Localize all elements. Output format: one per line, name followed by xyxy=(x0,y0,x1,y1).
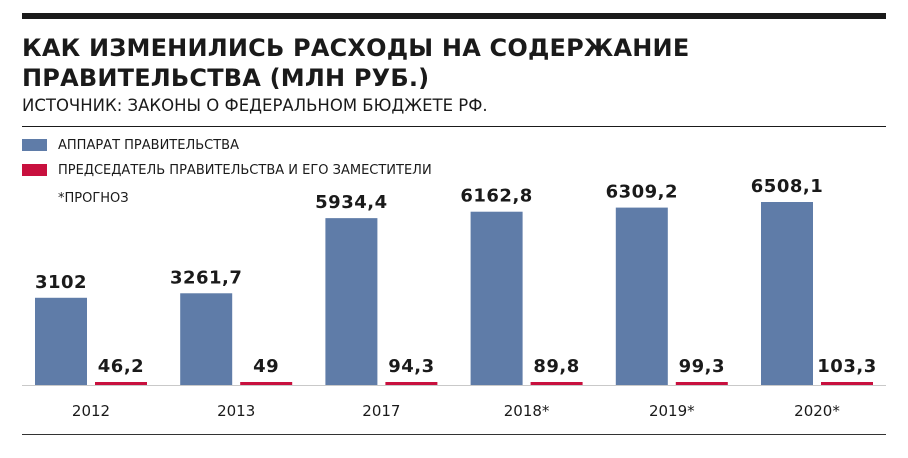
bar-chairman-2018 xyxy=(530,382,583,385)
bar-chairman-2012 xyxy=(95,382,147,385)
top-rule xyxy=(22,13,886,19)
bar-apparatus-2013 xyxy=(180,293,233,385)
value-label-chairman-2013: 49 xyxy=(253,356,279,377)
legend-label-chairman: ПРЕДСЕДАТЕЛЬ ПРАВИТЕЛЬСТВА И ЕГО ЗАМЕСТИ… xyxy=(58,162,432,178)
value-label-chairman-2012: 46,2 xyxy=(98,356,144,377)
legend-item-apparatus: АППАРАТ ПРАВИТЕЛЬСТВА xyxy=(22,137,239,153)
x-tick-label-2018: 2018* xyxy=(504,402,550,420)
value-label-apparatus-2013: 3261,7 xyxy=(170,267,242,288)
legend-item-chairman: ПРЕДСЕДАТЕЛЬ ПРАВИТЕЛЬСТВА И ЕГО ЗАМЕСТИ… xyxy=(22,162,432,178)
value-label-chairman-2017: 94,3 xyxy=(388,356,434,377)
bar-apparatus-2017 xyxy=(325,218,378,385)
value-label-chairman-2019: 99,3 xyxy=(679,356,725,377)
value-label-chairman-2020: 103,3 xyxy=(817,356,876,377)
x-tick-label-2012: 2012 xyxy=(72,402,110,420)
bar-apparatus-2018 xyxy=(470,211,523,385)
value-label-apparatus-2020: 6508,1 xyxy=(751,176,823,197)
legend-swatch-apparatus xyxy=(22,139,47,151)
value-label-apparatus-2012: 3102 xyxy=(35,272,87,293)
x-tick-label-2013: 2013 xyxy=(217,402,255,420)
bar-apparatus-2019 xyxy=(615,207,668,385)
bar-apparatus-2020 xyxy=(761,202,813,385)
bar-chairman-2017 xyxy=(385,382,438,385)
value-label-apparatus-2018: 6162,8 xyxy=(460,186,532,207)
bar-apparatus-2012 xyxy=(35,297,87,385)
legend-swatch-chairman xyxy=(22,164,47,176)
legend-label-apparatus: АППАРАТ ПРАВИТЕЛЬСТВА xyxy=(58,137,239,153)
bar-chairman-2020 xyxy=(821,382,873,385)
bar-chairman-2013 xyxy=(240,382,293,385)
footnote-forecast: *ПРОГНОЗ xyxy=(58,191,129,206)
value-label-apparatus-2017: 5934,4 xyxy=(315,192,387,213)
chart-subtitle: ИСТОЧНИК: ЗАКОНЫ О ФЕДЕРАЛЬНОМ БЮДЖЕТЕ Р… xyxy=(22,96,488,115)
x-tick-label-2019: 2019* xyxy=(649,402,695,420)
x-tick-label-2020: 2020* xyxy=(794,402,840,420)
bottom-rule xyxy=(22,434,886,435)
header-divider xyxy=(22,126,886,127)
x-tick-label-2017: 2017 xyxy=(362,402,400,420)
chart-title: КАК ИЗМЕНИЛИСЬ РАСХОДЫ НА СОДЕРЖАНИЕ ПРА… xyxy=(22,34,690,92)
value-label-chairman-2018: 89,8 xyxy=(533,356,579,377)
bar-chairman-2019 xyxy=(675,382,728,385)
value-label-apparatus-2019: 6309,2 xyxy=(606,182,678,203)
